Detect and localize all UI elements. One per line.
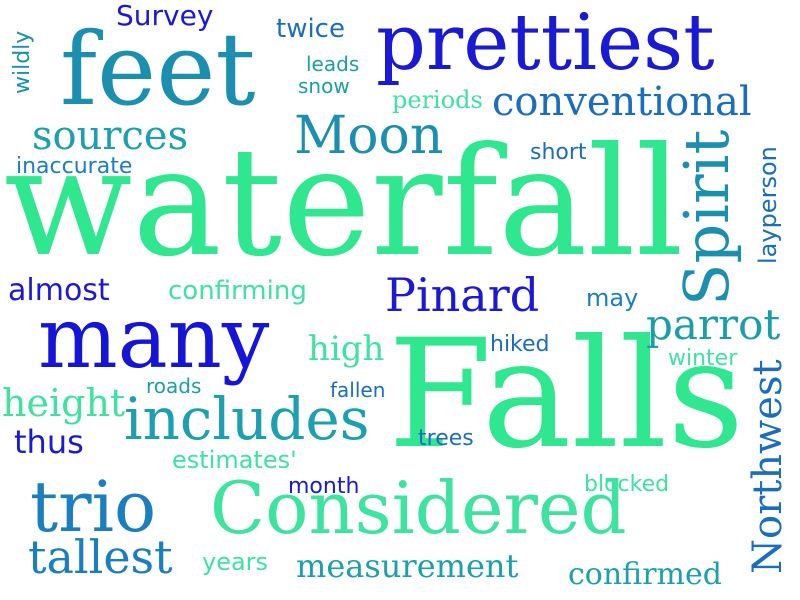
word-short: short (530, 140, 587, 165)
word-high: high (308, 329, 385, 369)
word-layperson: layperson (754, 146, 782, 264)
word-survey: Survey (116, 0, 214, 32)
word-northwest: Northwest (745, 359, 791, 574)
word-measurement: measurement (296, 547, 519, 585)
word-considered: Considered (210, 466, 627, 550)
word-trio: trio (30, 466, 157, 548)
word-snow: snow (298, 74, 350, 98)
word-leads: leads (306, 52, 360, 76)
word-winter: winter (668, 346, 738, 371)
word-wildly: wildly (10, 30, 35, 94)
word-prettiest: prettiest (376, 0, 715, 88)
word-years: years (202, 548, 269, 576)
word-blocked: blocked (584, 472, 670, 497)
word-tallest: tallest (28, 530, 173, 584)
word-roads: roads (146, 374, 202, 398)
word-pinard: Pinard (385, 268, 540, 322)
word-confirmed: confirmed (568, 557, 722, 592)
word-fallen: fallen (330, 378, 386, 402)
word-inaccurate: inaccurate (16, 154, 133, 179)
word-month: month (288, 474, 360, 499)
word-conventional: conventional (492, 79, 752, 125)
word-periods: periods (392, 86, 483, 114)
word-sources: sources (32, 113, 189, 159)
word-may: may (586, 284, 639, 312)
word-many: many (38, 289, 270, 387)
word-twice: twice (276, 14, 345, 44)
word-spirit: Spirit (670, 129, 743, 306)
word-falls: Falls (388, 308, 745, 482)
word-estimates: estimates' (172, 446, 297, 474)
word-feet: feet (60, 11, 256, 128)
word-trees: trees (418, 426, 474, 451)
word-confirming: confirming (168, 276, 307, 306)
word-waterfall: waterfall (4, 116, 684, 290)
word-hiked: hiked (490, 332, 550, 357)
word-thus: thus (14, 423, 84, 461)
word-almost: almost (8, 273, 110, 308)
word-parrot: parrot (646, 300, 781, 349)
word-includes: includes (124, 385, 370, 453)
word-moon: Moon (294, 106, 444, 166)
word-height: height (2, 381, 126, 425)
